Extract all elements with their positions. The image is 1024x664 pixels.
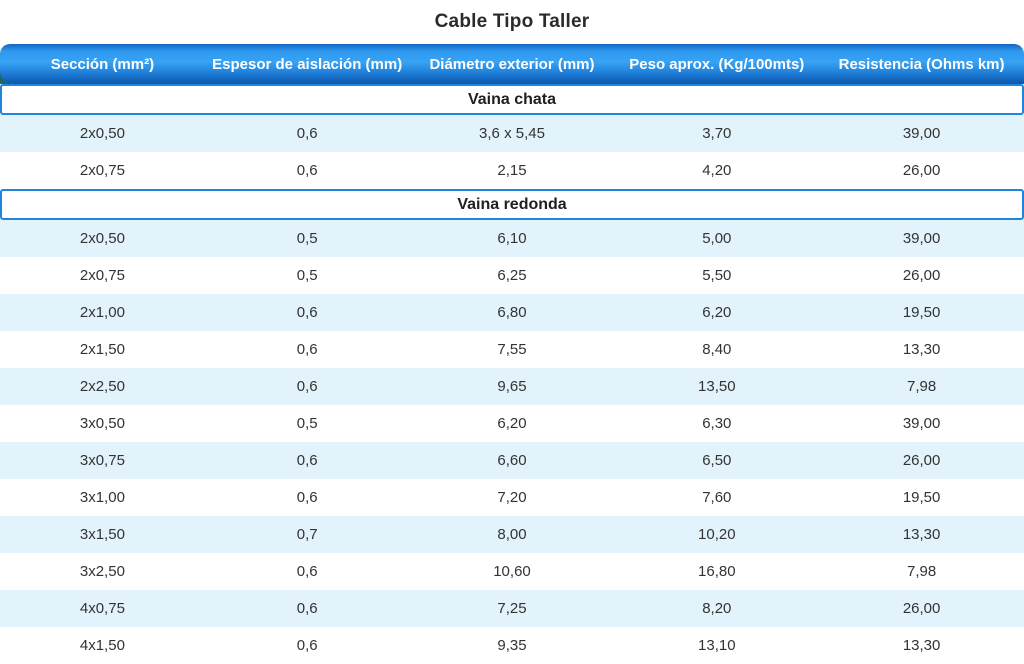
table-row: 4x1,50 0,6 9,35 13,10 13,30 [0, 627, 1024, 664]
table-row: 3x2,50 0,6 10,60 16,80 7,98 [0, 553, 1024, 590]
table-cell: 19,50 [902, 304, 941, 321]
table-cell: 4x0,75 [79, 600, 125, 617]
table-cell: 13,30 [902, 637, 941, 654]
table-row: 2x0,75 0,6 2,15 4,20 26,00 [0, 152, 1024, 189]
table-cell: 8,00 [497, 526, 527, 543]
table-cell: 2x0,75 [79, 162, 125, 179]
table-cell: 39,00 [902, 125, 941, 142]
column-header-espesor: Espesor de aislación (mm) [212, 55, 403, 73]
table-cell: 13,10 [698, 637, 736, 654]
table-cell: 13,30 [902, 341, 941, 358]
table-cell: 0,6 [296, 600, 318, 617]
table-cell: 10,20 [698, 526, 736, 543]
table-cell: 6,10 [497, 230, 527, 247]
table-row: 2x2,50 0,6 9,65 13,50 7,98 [0, 368, 1024, 405]
table-cell: 2x1,50 [79, 341, 125, 358]
table-row: 2x1,50 0,6 7,55 8,40 13,30 [0, 331, 1024, 368]
table-row: 2x0,50 0,6 3,6 x 5,45 3,70 39,00 [0, 115, 1024, 152]
table-cell: 3x2,50 [79, 563, 125, 580]
table-cell: 0,6 [296, 452, 318, 469]
table-cell: 5,00 [702, 230, 732, 247]
table-cell: 0,5 [296, 267, 318, 284]
table-cell: 10,60 [493, 563, 531, 580]
table-cell: 0,6 [296, 125, 318, 142]
cable-spec-table: Sección (mm²) Espesor de aislación (mm) … [0, 44, 1024, 664]
page-title: Cable Tipo Taller [434, 11, 590, 32]
table-row: 4x0,75 0,6 7,25 8,20 26,00 [0, 590, 1024, 627]
table-cell: 0,6 [296, 341, 318, 358]
table-row: 3x0,50 0,5 6,20 6,30 39,00 [0, 405, 1024, 442]
table-cell: 0,5 [296, 415, 318, 432]
table-cell: 0,7 [296, 526, 318, 543]
table-cell: 13,50 [698, 378, 736, 395]
table-cell: 0,6 [296, 637, 318, 654]
table-cell: 26,00 [902, 452, 941, 469]
table-cell: 0,6 [296, 304, 318, 321]
table-cell: 3x0,75 [79, 452, 125, 469]
table-cell: 7,60 [702, 489, 732, 506]
table-cell: 3,70 [702, 125, 732, 142]
table-row: 3x0,75 0,6 6,60 6,50 26,00 [0, 442, 1024, 479]
section-label: Vaina chata [467, 90, 557, 108]
table-row: 3x1,50 0,7 8,00 10,20 13,30 [0, 516, 1024, 553]
column-header-resistencia: Resistencia (Ohms km) [838, 55, 1005, 73]
table-cell: 2,15 [497, 162, 527, 179]
table-cell: 4x1,50 [79, 637, 125, 654]
table-cell: 9,65 [497, 378, 527, 395]
table-cell: 6,30 [702, 415, 732, 432]
table-cell: 26,00 [902, 267, 941, 284]
table-cell: 6,20 [497, 415, 527, 432]
column-header-peso: Peso aprox. (Kg/100mts) [629, 55, 805, 73]
table-cell: 3x1,00 [79, 489, 125, 506]
table-cell: 7,55 [497, 341, 527, 358]
table-cell: 2x1,00 [79, 304, 125, 321]
table-cell: 9,35 [497, 637, 527, 654]
table-cell: 8,40 [702, 341, 732, 358]
table-cell: 19,50 [902, 489, 941, 506]
table-cell: 7,20 [497, 489, 527, 506]
table-cell: 6,50 [702, 452, 732, 469]
column-header-seccion: Sección (mm²) [50, 55, 155, 73]
table-cell: 2x2,50 [79, 378, 125, 395]
table-header-row: Sección (mm²) Espesor de aislación (mm) … [0, 44, 1024, 84]
table-cell: 3x0,50 [79, 415, 125, 432]
table-cell: 3,6 x 5,45 [479, 125, 545, 142]
table-cell: 5,50 [702, 267, 732, 284]
table-cell: 2x0,75 [79, 267, 125, 284]
table-cell: 2x0,50 [79, 230, 125, 247]
table-cell: 3x1,50 [79, 526, 125, 543]
table-cell: 13,30 [902, 526, 941, 543]
table-row: 2x0,75 0,5 6,25 5,50 26,00 [0, 257, 1024, 294]
table-cell: 39,00 [902, 415, 941, 432]
table-cell: 7,25 [497, 600, 527, 617]
table-cell: 2x0,50 [79, 125, 125, 142]
table-cell: 16,80 [698, 563, 736, 580]
table-cell: 6,25 [497, 267, 527, 284]
section-label: Vaina redonda [457, 195, 567, 213]
table-cell: 0,6 [296, 162, 318, 179]
table-cell: 0,6 [296, 378, 318, 395]
column-header-diametro: Diámetro exterior (mm) [429, 55, 595, 73]
table-cell: 26,00 [902, 600, 941, 617]
table-row: 2x1,00 0,6 6,80 6,20 19,50 [0, 294, 1024, 331]
table-row: 3x1,00 0,6 7,20 7,60 19,50 [0, 479, 1024, 516]
table-body: Vaina chata 2x0,50 0,6 3,6 x 5,45 3,70 39,00… [0, 84, 1024, 664]
table-cell: 7,98 [906, 563, 937, 580]
table-cell: 6,80 [497, 304, 527, 321]
table-cell: 39,00 [902, 230, 941, 247]
table-cell: 8,20 [702, 600, 732, 617]
table-cell: 7,98 [906, 378, 937, 395]
table-cell: 0,6 [296, 489, 318, 506]
table-row: 2x0,50 0,5 6,10 5,00 39,00 [0, 220, 1024, 257]
section-header-row: Vaina chata [0, 84, 1024, 115]
table-cell: 26,00 [902, 162, 941, 179]
table-cell: 6,60 [497, 452, 527, 469]
table-cell: 4,20 [702, 162, 732, 179]
section-header-row: Vaina redonda [0, 189, 1024, 220]
table-cell: 0,6 [296, 563, 318, 580]
table-cell: 0,5 [296, 230, 318, 247]
table-cell: 6,20 [702, 304, 732, 321]
